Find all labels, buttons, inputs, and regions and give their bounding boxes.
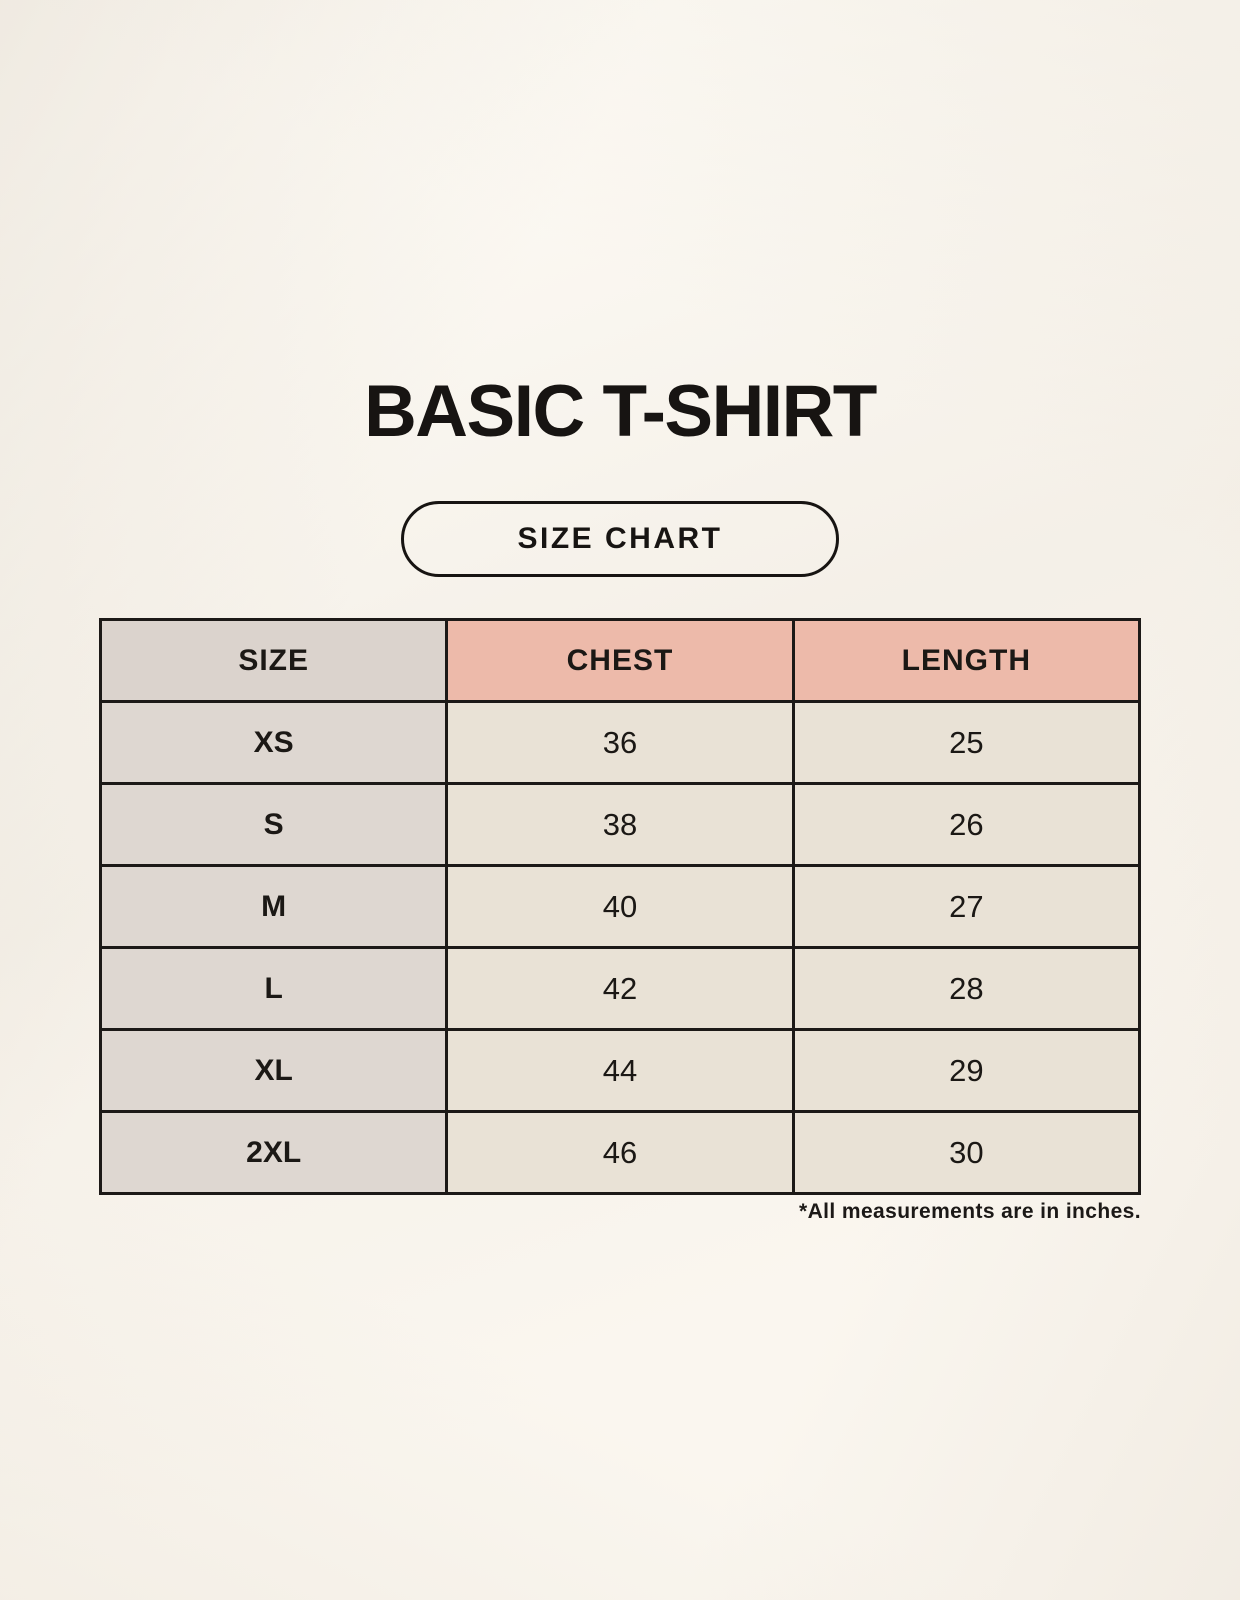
size-cell: S bbox=[98, 782, 449, 867]
chest-value-cell: 42 bbox=[445, 946, 795, 1031]
length-value-cell: 25 bbox=[791, 700, 1142, 785]
header-cell-length: LENGTH bbox=[791, 618, 1142, 703]
page-title: BASIC T-SHIRT bbox=[364, 371, 877, 452]
size-cell: L bbox=[98, 946, 449, 1031]
table-row: M 40 27 bbox=[98, 864, 1142, 949]
size-chart-badge-label: SIZE CHART bbox=[517, 522, 723, 555]
table-row: XS 36 25 bbox=[98, 700, 1142, 785]
chest-value-cell: 40 bbox=[445, 864, 795, 949]
size-cell: XS bbox=[98, 700, 449, 785]
size-table: SIZE CHEST LENGTH XS 36 25 S 38 26 M 40 … bbox=[98, 618, 1142, 1195]
table-header-row: SIZE CHEST LENGTH bbox=[98, 618, 1142, 703]
table-row: L 42 28 bbox=[98, 946, 1142, 1031]
chest-value-cell: 38 bbox=[445, 782, 795, 867]
chest-value-cell: 36 bbox=[445, 700, 795, 785]
length-value-cell: 28 bbox=[791, 946, 1142, 1031]
size-cell: XL bbox=[98, 1028, 449, 1113]
length-value-cell: 26 bbox=[791, 782, 1142, 867]
size-cell: 2XL bbox=[98, 1110, 449, 1195]
table-row: XL 44 29 bbox=[98, 1028, 1142, 1113]
header-cell-size: SIZE bbox=[98, 618, 449, 703]
length-value-cell: 30 bbox=[791, 1110, 1142, 1195]
chest-value-cell: 44 bbox=[445, 1028, 795, 1113]
header-cell-chest: CHEST bbox=[445, 618, 795, 703]
size-chart-badge: SIZE CHART bbox=[401, 501, 839, 577]
length-value-cell: 29 bbox=[791, 1028, 1142, 1113]
table-row: 2XL 46 30 bbox=[98, 1110, 1142, 1195]
measurements-note: *All measurements are in inches. bbox=[799, 1200, 1141, 1223]
table-row: S 38 26 bbox=[98, 782, 1142, 867]
size-cell: M bbox=[98, 864, 449, 949]
chest-value-cell: 46 bbox=[445, 1110, 795, 1195]
length-value-cell: 27 bbox=[791, 864, 1142, 949]
